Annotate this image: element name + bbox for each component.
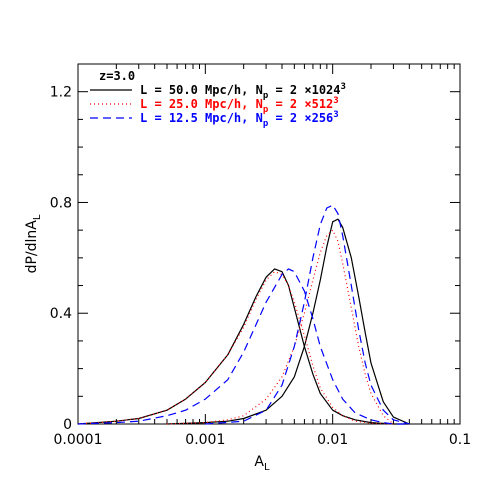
legend-text-sup: 3 bbox=[341, 82, 346, 92]
x-axis-title-main: A bbox=[254, 454, 264, 470]
y-axis-title: dP/dlnAL bbox=[24, 214, 43, 273]
series-line-6 bbox=[205, 204, 410, 425]
series-line-2 bbox=[166, 218, 410, 425]
y-tick-label: 0.4 bbox=[50, 306, 72, 322]
legend-text-mid: = 2 ×1024 bbox=[268, 83, 340, 97]
legend-text-sub: p bbox=[263, 105, 269, 115]
legend-text-prefix: L = 25.0 Mpc/h, N bbox=[140, 97, 263, 111]
x-axis-title-sub: L bbox=[264, 462, 270, 473]
y-tick-label: 1.2 bbox=[50, 85, 72, 101]
y-axis-title-sub: L bbox=[32, 214, 43, 220]
legend-text-mid: = 2 ×512 bbox=[268, 97, 333, 111]
series-line-5 bbox=[77, 268, 410, 425]
legend-entry-2: L = 25.0 Mpc/h, Np = 2 ×5123 bbox=[140, 96, 339, 115]
legend-text-sup: 3 bbox=[333, 110, 338, 120]
legend-text-mid: = 2 ×256 bbox=[268, 111, 333, 125]
y-tick-label: 0 bbox=[63, 417, 72, 433]
plot-frame bbox=[77, 63, 461, 425]
series-line-3 bbox=[77, 271, 394, 425]
legend-entry-1: L = 50.0 Mpc/h, Np = 2 ×10243 bbox=[140, 82, 346, 101]
legend-text-sub: p bbox=[263, 91, 269, 101]
x-tick-label: 0.01 bbox=[317, 432, 348, 448]
legend-text-prefix: L = 12.5 Mpc/h, N bbox=[140, 111, 263, 125]
x-tick-label: 0.0001 bbox=[54, 432, 103, 448]
series-group bbox=[77, 204, 410, 425]
tick-labels: 0.0001 0.001 0.01 0.1 0 0.4 0.8 1.2 bbox=[50, 85, 471, 448]
legend-text-sup: 3 bbox=[333, 96, 338, 106]
series-line-1 bbox=[77, 268, 410, 425]
x-axis-title: AL bbox=[254, 454, 270, 473]
svg-text:dP/dlnAL: dP/dlnAL bbox=[24, 214, 43, 273]
annotation-redshift: z=3.0 bbox=[99, 69, 135, 83]
legend-entry-3: L = 12.5 Mpc/h, Np = 2 ×2563 bbox=[140, 110, 339, 129]
y-tick-label: 0.8 bbox=[50, 195, 72, 211]
legend-text-sub: p bbox=[263, 119, 269, 129]
svg-text:AL: AL bbox=[254, 454, 270, 473]
ticks bbox=[77, 63, 461, 425]
series-line-4 bbox=[166, 229, 394, 425]
legend-text-prefix: L = 50.0 Mpc/h, N bbox=[140, 83, 263, 97]
y-axis-title-main: dP/dlnA bbox=[24, 220, 40, 274]
x-tick-label: 0.1 bbox=[449, 432, 471, 448]
x-tick-label: 0.001 bbox=[185, 432, 225, 448]
